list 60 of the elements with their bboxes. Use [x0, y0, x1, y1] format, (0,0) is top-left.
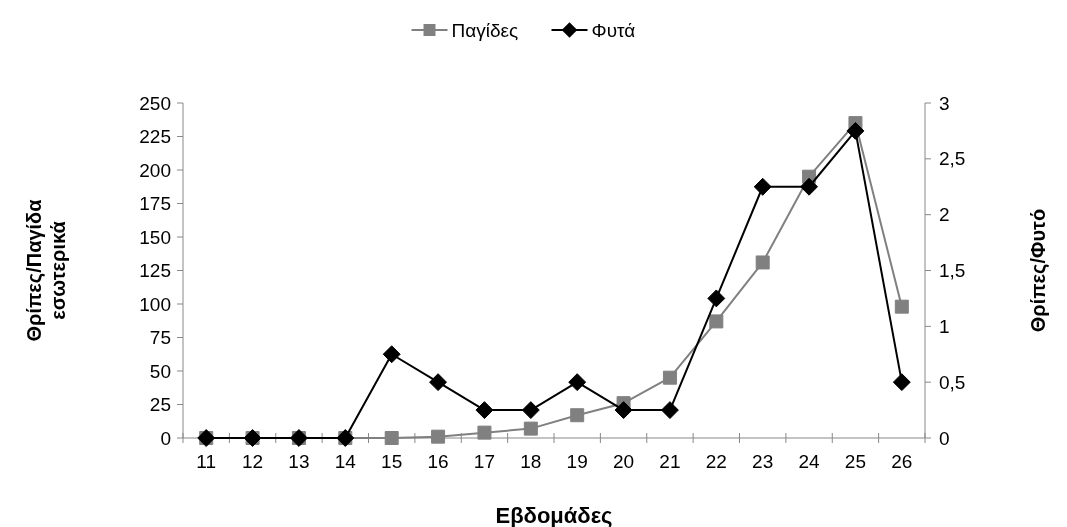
- point: [431, 429, 446, 444]
- y2-tick-label: 0,5: [939, 371, 966, 393]
- x-tick-label: 11: [196, 451, 217, 472]
- x-tick-label: 12: [241, 451, 264, 472]
- point: [614, 401, 633, 420]
- point: [709, 314, 724, 329]
- point: [429, 373, 448, 392]
- y2-tick-label: 1,5: [939, 260, 966, 282]
- y-tick-label: 50: [149, 360, 171, 382]
- point: [570, 408, 585, 423]
- point: [382, 345, 401, 364]
- point: [662, 370, 677, 385]
- y-tick-label: 125: [139, 260, 171, 282]
- point: [475, 401, 494, 420]
- x-tick-label: 20: [612, 451, 635, 472]
- point: [894, 299, 909, 314]
- y-tick-label: 150: [139, 226, 171, 248]
- x-tick-label: 19: [566, 451, 588, 472]
- point: [384, 431, 399, 445]
- x-tick-label: 14: [334, 451, 357, 472]
- x-tick-label: 25: [844, 451, 867, 472]
- point: [660, 401, 679, 420]
- point: [521, 401, 540, 420]
- x-tick-label: 22: [705, 451, 727, 472]
- x-tick-label: 17: [473, 451, 496, 472]
- point: [846, 121, 865, 140]
- y-tick-label: 100: [139, 293, 171, 315]
- point: [477, 425, 492, 440]
- point: [753, 177, 772, 196]
- y2-tick-label: 3: [939, 92, 950, 114]
- y-axis-title: Θρίπες/Παγίδα εσωτερικά: [23, 198, 69, 342]
- x-tick-label: 13: [288, 451, 310, 472]
- x-tick-label: 15: [381, 451, 403, 472]
- point: [755, 255, 770, 270]
- y2-tick-label: 2: [939, 204, 950, 226]
- y-tick-label: 75: [149, 327, 171, 349]
- y-tick-label: 0: [160, 427, 171, 449]
- legend-label: Φυτά: [591, 19, 636, 41]
- point: [568, 373, 587, 392]
- y2-axis-title: Θρίπες/Φυτό: [1027, 208, 1049, 333]
- x-tick-label: 18: [520, 451, 542, 472]
- point: [892, 373, 911, 392]
- y-tick-label: 25: [149, 394, 171, 416]
- x-tick-label: 21: [659, 451, 681, 472]
- point: [707, 289, 726, 308]
- x-axis-title: Εβδομάδες: [495, 503, 613, 527]
- y-tick-label: 175: [139, 193, 171, 215]
- point: [800, 177, 819, 196]
- y2-tick-label: 2,5: [939, 148, 966, 170]
- y-tick-label: 225: [139, 126, 171, 148]
- x-tick-label: 24: [798, 451, 821, 472]
- point: [523, 421, 538, 436]
- y2-tick-label: 1: [939, 315, 950, 337]
- legend-label: Παγίδες: [451, 19, 519, 41]
- x-tick-label: 26: [891, 451, 913, 472]
- x-tick-label: 16: [427, 451, 449, 472]
- x-tick-label: 23: [752, 451, 774, 472]
- y2-tick-label: 0: [939, 427, 950, 449]
- y-tick-label: 200: [139, 159, 171, 181]
- y-tick-label: 250: [139, 92, 171, 114]
